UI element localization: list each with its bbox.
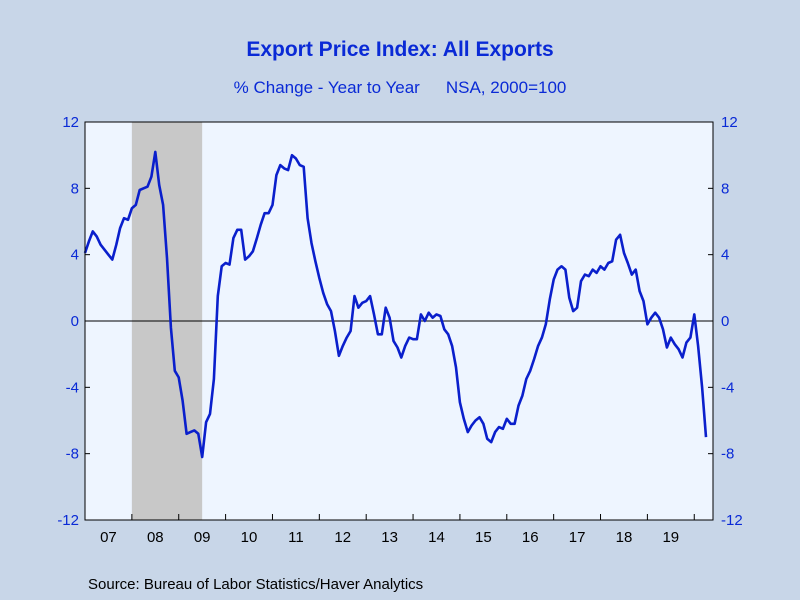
y-tick-label-right: 4 (721, 247, 729, 264)
y-axis-right: -12 -8 -4 0 4 8 12 (708, 114, 743, 529)
source-note: Source: Bureau of Labor Statistics/Haver… (88, 576, 424, 593)
y-tick-label-left: 8 (71, 180, 79, 197)
y-tick-label-right: 0 (721, 313, 729, 330)
y-tick-label-right: -8 (721, 446, 734, 463)
x-tick-label: 14 (428, 529, 445, 546)
y-tick-label-right: 8 (721, 180, 729, 197)
x-tick-label: 12 (334, 529, 351, 546)
x-tick-label: 16 (522, 529, 539, 546)
x-tick-label: 10 (241, 529, 258, 546)
x-tick-label: 09 (194, 529, 211, 546)
series-line (83, 150, 708, 459)
subtitle-measure: % Change - Year to Year (233, 78, 420, 97)
x-tick-label: 18 (616, 529, 633, 546)
x-tick-label: 15 (475, 529, 492, 546)
y-tick-label-left: -8 (66, 446, 79, 463)
x-tick-label: 17 (569, 529, 586, 546)
x-tick-label: 07 (100, 529, 117, 546)
series-group (83, 150, 708, 459)
y-tick-label-left: -12 (57, 512, 79, 529)
y-axis-left: -12 -8 -4 0 4 8 12 (57, 114, 90, 529)
x-tick-label: 11 (288, 529, 304, 546)
y-tick-label-left: -4 (66, 379, 79, 396)
y-tick-label-right: -12 (721, 512, 743, 529)
x-tick-label: 19 (662, 529, 679, 546)
x-axis: 07 08 09 10 11 12 13 14 15 16 17 18 19 (100, 514, 695, 546)
y-tick-label-left: 12 (62, 114, 79, 131)
chart-title: Export Price Index: All Exports (246, 38, 554, 61)
y-tick-label-left: 4 (71, 247, 79, 264)
x-tick-label: 08 (147, 529, 164, 546)
subtitle-note: NSA, 2000=100 (445, 78, 567, 97)
y-tick-label-right: 12 (721, 114, 738, 131)
chart-subtitle: % Change - Year to Year NSA, 2000=100 (0, 78, 800, 98)
x-tick-label: 13 (381, 529, 398, 546)
y-tick-label-left: 0 (71, 313, 79, 330)
y-tick-label-right: -4 (721, 379, 734, 396)
